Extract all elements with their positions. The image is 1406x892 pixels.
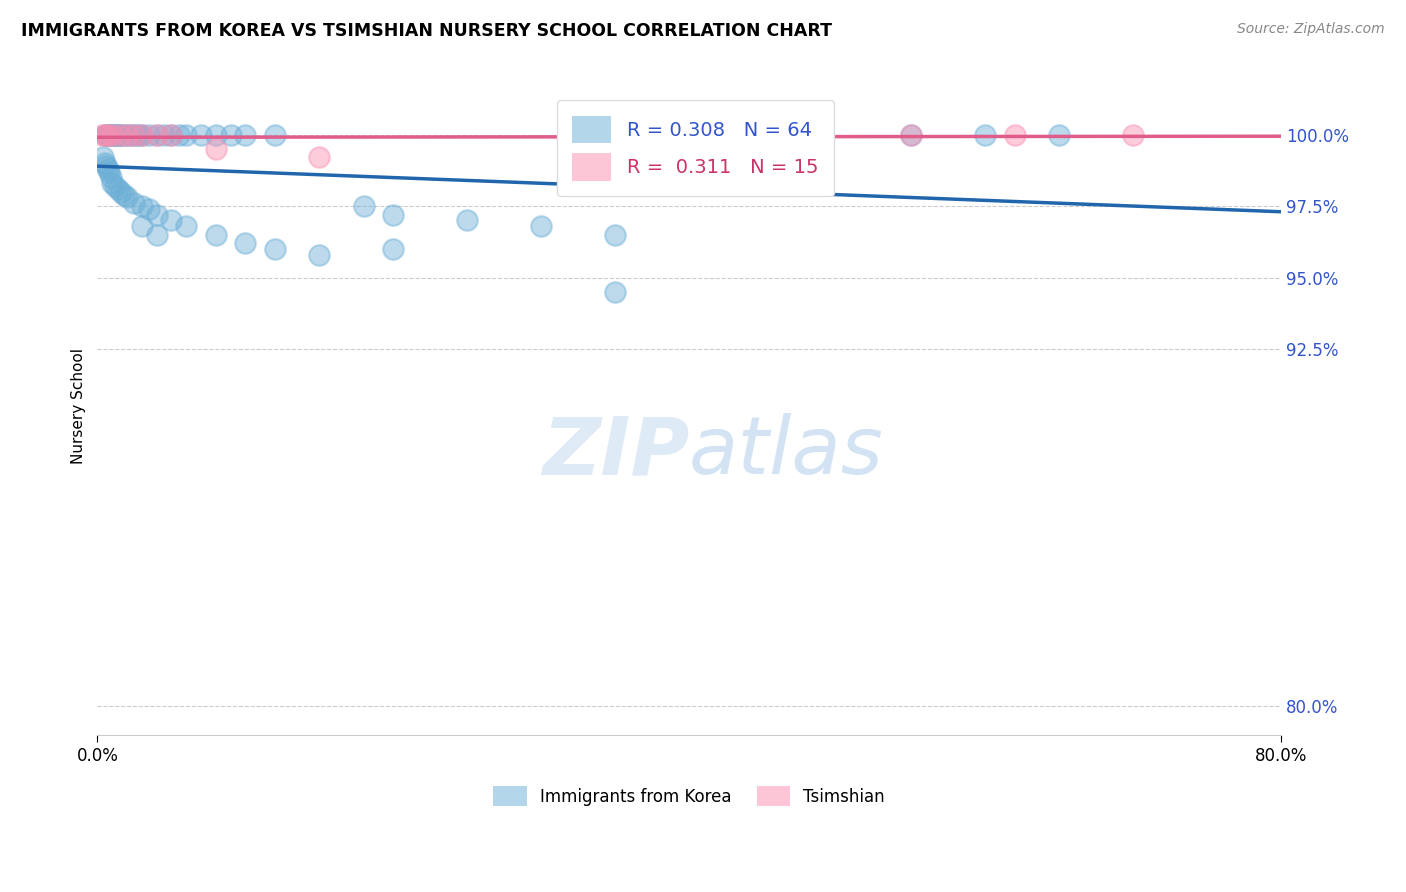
Point [124,196,146,211]
Point [145,128,167,142]
Point [382,242,405,256]
Point [94,128,117,142]
Point [91,151,114,165]
Point [1004,128,1026,142]
Point [110,128,132,142]
Point [100,170,122,185]
Point [145,128,167,142]
Point [900,128,922,142]
Point [101,176,124,190]
Point [131,128,153,142]
Point [204,142,226,156]
Point [103,128,125,142]
Point [204,128,226,142]
Legend: Immigrants from Korea, Tsimshian: Immigrants from Korea, Tsimshian [486,780,891,813]
Point [121,128,143,142]
Point [112,187,135,202]
Point [131,128,153,142]
Point [160,128,183,142]
Point [308,247,330,261]
Point [98,165,121,179]
Point [264,242,287,256]
Point [353,199,375,213]
Point [160,128,183,142]
Text: ZIP: ZIP [541,413,689,491]
Point [112,128,135,142]
Point [167,128,190,142]
Point [101,128,124,142]
Point [96,128,118,142]
Point [125,128,148,142]
Point [100,128,122,142]
Point [94,128,117,142]
Point [115,128,138,142]
Point [108,128,131,142]
Point [104,128,127,142]
Point [131,199,153,213]
Point [115,128,138,142]
Point [160,213,183,227]
Point [138,202,160,216]
Point [90,128,112,142]
Point [174,128,197,142]
Point [233,128,256,142]
Point [107,182,129,196]
Text: Source: ZipAtlas.com: Source: ZipAtlas.com [1237,22,1385,37]
Y-axis label: Nursery School: Nursery School [72,348,86,464]
Point [94,156,117,170]
Point [108,128,131,142]
Point [145,227,167,242]
Point [96,159,118,173]
Text: atlas: atlas [689,413,884,491]
Point [131,219,153,233]
Point [97,161,120,176]
Point [153,128,176,142]
Point [97,128,120,142]
Point [204,227,226,242]
Text: IMMIGRANTS FROM KOREA VS TSIMSHIAN NURSERY SCHOOL CORRELATION CHART: IMMIGRANTS FROM KOREA VS TSIMSHIAN NURSE… [21,22,832,40]
Point [107,128,129,142]
Point [98,128,121,142]
Point [190,128,212,142]
Point [530,219,553,233]
Point [145,208,167,222]
Point [1047,128,1070,142]
Point [138,128,160,142]
Point [605,227,627,242]
Point [264,128,287,142]
Point [97,128,120,142]
Point [233,236,256,251]
Point [105,128,128,142]
Point [974,128,997,142]
Point [900,128,922,142]
Point [382,208,405,222]
Point [174,219,197,233]
Point [118,128,141,142]
Point [101,128,124,142]
Point [104,179,127,194]
Point [128,128,150,142]
Point [456,213,478,227]
Point [110,185,132,199]
Point [115,190,138,204]
Point [124,128,146,142]
Point [308,151,330,165]
Point [605,285,627,299]
Point [1122,128,1144,142]
Point [219,128,242,142]
